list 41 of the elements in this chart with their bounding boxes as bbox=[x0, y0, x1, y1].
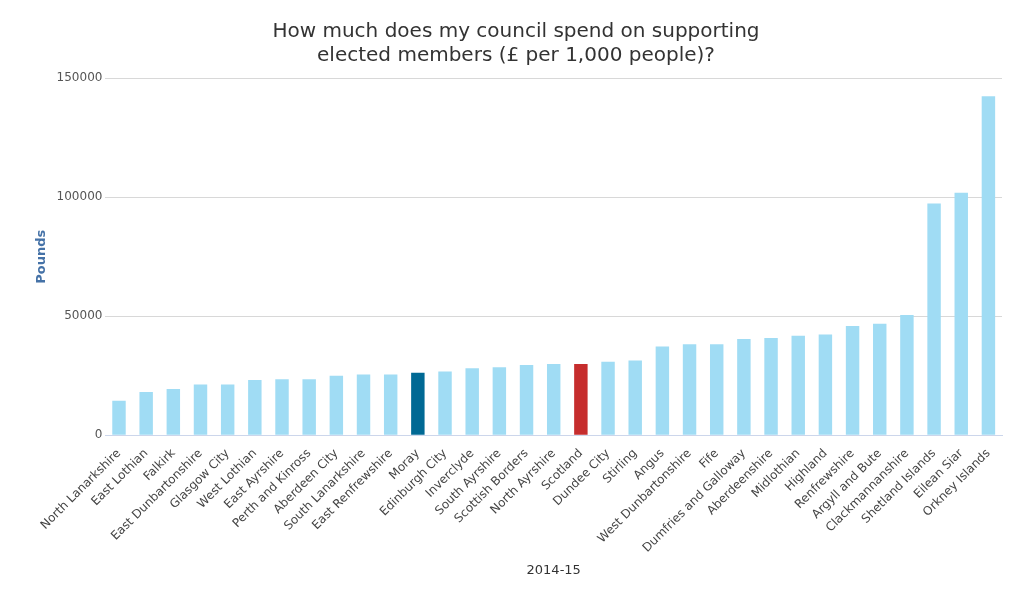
bar bbox=[220, 384, 235, 435]
bar bbox=[682, 344, 697, 435]
bar bbox=[519, 365, 534, 435]
bar bbox=[628, 360, 642, 435]
bar bbox=[546, 363, 561, 435]
bar bbox=[302, 379, 316, 435]
y-tick-label: 0 bbox=[94, 427, 103, 442]
bar bbox=[845, 326, 860, 435]
y-tick-label: 100000 bbox=[56, 189, 103, 204]
x-axis-title: 2014-15 bbox=[526, 561, 581, 577]
bar bbox=[411, 372, 425, 435]
bar bbox=[275, 379, 289, 435]
bar bbox=[737, 338, 751, 435]
bar bbox=[166, 388, 181, 435]
text: How much does my council spend on supporting bbox=[272, 18, 760, 43]
bar bbox=[356, 374, 371, 435]
bar bbox=[764, 337, 778, 435]
bar bbox=[927, 203, 941, 435]
bar bbox=[574, 363, 588, 435]
text: elected members (£ per 1,000 people)? bbox=[317, 42, 715, 67]
bar bbox=[710, 344, 724, 435]
bar bbox=[791, 335, 805, 435]
bar bbox=[139, 392, 153, 435]
bar bbox=[601, 361, 615, 435]
bar bbox=[954, 192, 968, 435]
y-tick-label: 150000 bbox=[56, 70, 103, 85]
y-tick-label: 50000 bbox=[64, 308, 103, 323]
bar bbox=[193, 384, 208, 435]
bar bbox=[818, 334, 833, 435]
bar bbox=[981, 96, 996, 435]
bar bbox=[492, 367, 507, 435]
bar bbox=[248, 380, 262, 435]
bar bbox=[655, 346, 670, 435]
bar bbox=[873, 323, 887, 435]
bar bbox=[900, 315, 914, 435]
bar bbox=[383, 374, 398, 435]
y-axis-title: Pounds bbox=[33, 229, 49, 284]
bar bbox=[438, 371, 452, 435]
bar bbox=[112, 400, 126, 435]
bar bbox=[465, 368, 479, 435]
bar bbox=[329, 375, 344, 435]
